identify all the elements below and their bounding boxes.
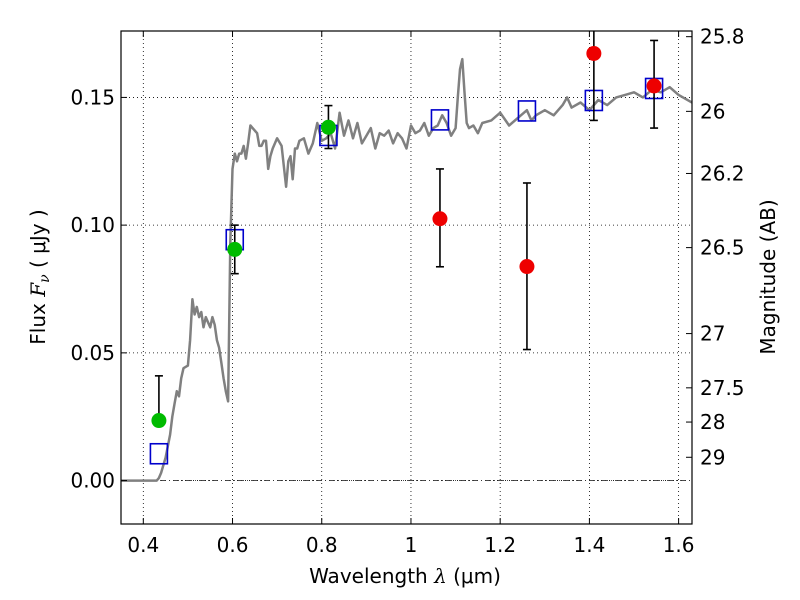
x-axis: 0.4 0.6 0.8 1 1.2 1.4 1.6: [127, 31, 695, 557]
magnitude-tick-label: 27.5: [700, 376, 745, 400]
x-tick-label: 1.6: [663, 533, 695, 557]
magnitude-tick-label: 27: [700, 322, 725, 346]
observed-point-optical: [151, 413, 167, 429]
x-axis-title-suffix: (μm): [447, 564, 501, 588]
plot-frame: [120, 30, 693, 525]
y-axis-title-symbol: F: [26, 282, 50, 298]
model-square-marker: [430, 109, 450, 131]
observed-point-nir: [432, 211, 448, 227]
magnitude-axis-title: Magnitude (AB): [756, 199, 780, 354]
x-tick-label: 0.8: [306, 533, 338, 557]
observed-point-nir: [519, 259, 535, 275]
plot-area: [121, 31, 692, 482]
y-axis-title-suffix: ( μJy ): [26, 209, 50, 274]
x-tick-label: 1.2: [484, 533, 516, 557]
observed-point-nir: [586, 45, 602, 61]
magnitude-axis: 25.8 26 26.2 26.5 27 27.5 28 29: [686, 25, 745, 469]
x-tick-label: 0.4: [127, 533, 159, 557]
sed-template-line: [121, 57, 692, 482]
magnitude-tick-label: 26.2: [700, 161, 745, 185]
x-axis-title-prefix: Wavelength: [309, 564, 434, 588]
magnitude-tick-label: 28: [700, 410, 725, 434]
model-square-marker: [149, 442, 169, 465]
x-axis-title: Wavelength λ (μm): [309, 564, 501, 588]
observed-point-optical: [320, 119, 336, 135]
model-square-marker: [517, 100, 537, 122]
y-axis-title: Flux Fν ( μJy ): [26, 209, 53, 344]
y-tick-label: 0.05: [70, 341, 115, 365]
y-tick-label: 0.00: [70, 469, 115, 493]
y-axis: 0.00 0.05 0.10 0.15: [70, 85, 127, 493]
x-tick-label: 1.4: [573, 533, 605, 557]
observed-point-optical: [227, 241, 243, 257]
x-tick-label: 0.6: [217, 533, 249, 557]
magnitude-tick-label: 25.8: [700, 25, 745, 49]
x-axis-title-symbol: λ: [433, 564, 447, 588]
magnitude-tick-label: 29: [700, 445, 725, 469]
observed-point-nir: [646, 78, 662, 94]
magnitude-tick-label: 26: [700, 99, 725, 123]
y-axis-title-subscript: ν: [37, 274, 53, 283]
y-tick-label: 0.10: [70, 213, 115, 237]
magnitude-tick-label: 26.5: [700, 236, 745, 260]
x-tick-label: 1: [405, 533, 418, 557]
y-axis-title-prefix: Flux: [26, 297, 50, 345]
y-tick-label: 0.15: [70, 85, 115, 109]
